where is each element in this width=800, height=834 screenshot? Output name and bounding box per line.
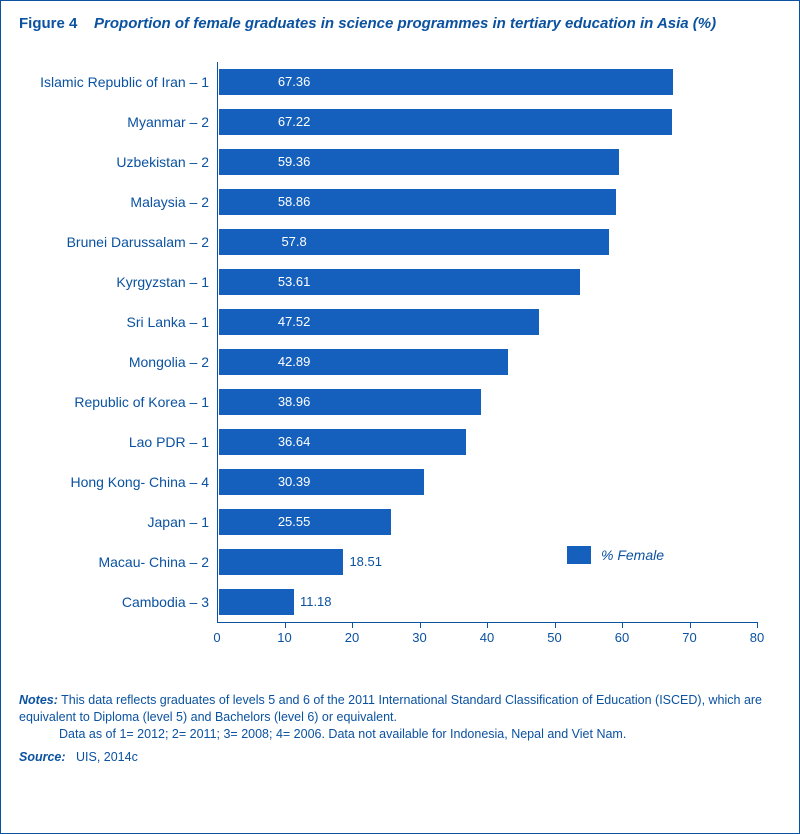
x-tick-label: 20: [332, 630, 372, 645]
chart-row: Kyrgyzstan – 1 53.61: [27, 262, 773, 302]
source-block: Source: UIS, 2014c: [19, 750, 781, 764]
y-category-label: Lao PDR – 1: [27, 422, 209, 462]
source-label: Source:: [19, 750, 66, 764]
chart-row: Republic of Korea – 1 38.96: [27, 382, 773, 422]
chart-row: Islamic Republic of Iran – 1 67.36: [27, 62, 773, 102]
chart-area: % Female 01020304050607080Islamic Republ…: [27, 44, 773, 684]
chart-row: Macau- China – 2 18.51: [27, 542, 773, 582]
chart-row: Brunei Darussalam – 2 57.8: [27, 222, 773, 262]
bar-value-label: 38.96: [219, 389, 370, 415]
x-tick-label: 40: [467, 630, 507, 645]
chart-row: Hong Kong- China – 4 30.39: [27, 462, 773, 502]
x-tick-mark: [757, 622, 758, 628]
y-category-label: Uzbekistan – 2: [27, 142, 209, 182]
y-category-label: Mongolia – 2: [27, 342, 209, 382]
bar-value-label: 47.52: [219, 309, 370, 335]
chart-row: Myanmar – 2 67.22: [27, 102, 773, 142]
x-tick-mark: [622, 622, 623, 628]
bar-value-label: 67.22: [219, 109, 370, 135]
notes-block: Notes: This data reflects graduates of l…: [19, 692, 781, 743]
bar: [219, 589, 294, 615]
bar-value-label: 30.39: [219, 469, 370, 495]
x-tick-label: 60: [602, 630, 642, 645]
y-category-label: Myanmar – 2: [27, 102, 209, 142]
bar-value-label: 25.55: [219, 509, 370, 535]
notes-text-2: Data as of 1= 2012; 2= 2011; 3= 2008; 4=…: [59, 727, 626, 741]
x-tick-mark: [420, 622, 421, 628]
bar-value-label: 67.36: [219, 69, 370, 95]
x-tick-label: 70: [670, 630, 710, 645]
x-tick-label: 50: [535, 630, 575, 645]
x-tick-mark: [487, 622, 488, 628]
y-category-label: Islamic Republic of Iran – 1: [27, 62, 209, 102]
figure-title: Proportion of female graduates in scienc…: [94, 15, 716, 32]
x-tick-mark: [690, 622, 691, 628]
bar-value-label: 18.51: [349, 549, 382, 575]
x-tick-label: 0: [197, 630, 237, 645]
chart-row: Lao PDR – 1 36.64: [27, 422, 773, 462]
chart-row: Cambodia – 3 11.18: [27, 582, 773, 622]
chart-row: Mongolia – 2 42.89: [27, 342, 773, 382]
bar-value-label: 36.64: [219, 429, 370, 455]
notes-label: Notes:: [19, 693, 58, 707]
y-category-label: Brunei Darussalam – 2: [27, 222, 209, 262]
bar-value-label: 58.86: [219, 189, 370, 215]
notes-line-2: Data as of 1= 2012; 2= 2011; 3= 2008; 4=…: [19, 726, 781, 743]
x-tick-mark: [352, 622, 353, 628]
chart-row: Japan – 1 25.55: [27, 502, 773, 542]
bar: [219, 549, 344, 575]
y-category-label: Sri Lanka – 1: [27, 302, 209, 342]
x-tick-label: 30: [400, 630, 440, 645]
x-tick-label: 10: [265, 630, 305, 645]
y-category-label: Japan – 1: [27, 502, 209, 542]
y-category-label: Malaysia – 2: [27, 182, 209, 222]
x-tick-label: 80: [737, 630, 777, 645]
bar-value-label: 59.36: [219, 149, 370, 175]
bar-value-label: 11.18: [300, 589, 332, 615]
figure-number: Figure 4: [19, 15, 77, 32]
notes-text-1: This data reflects graduates of levels 5…: [19, 693, 762, 724]
figure-container: Figure 4 Proportion of female graduates …: [0, 0, 800, 834]
notes-line-1: Notes: This data reflects graduates of l…: [19, 692, 781, 726]
bar-value-label: 57.8: [219, 229, 370, 255]
chart-row: Sri Lanka – 1 47.52: [27, 302, 773, 342]
bar-value-label: 53.61: [219, 269, 370, 295]
x-tick-mark: [285, 622, 286, 628]
chart-row: Malaysia – 2 58.86: [27, 182, 773, 222]
chart-row: Uzbekistan – 2 59.36: [27, 142, 773, 182]
bar-value-label: 42.89: [219, 349, 370, 375]
y-category-label: Republic of Korea – 1: [27, 382, 209, 422]
source-text: UIS, 2014c: [76, 750, 138, 764]
y-category-label: Cambodia – 3: [27, 582, 209, 622]
figure-title-line: Figure 4 Proportion of female graduates …: [19, 15, 781, 34]
y-category-label: Macau- China – 2: [27, 542, 209, 582]
y-category-label: Kyrgyzstan – 1: [27, 262, 209, 302]
y-category-label: Hong Kong- China – 4: [27, 462, 209, 502]
x-tick-mark: [555, 622, 556, 628]
